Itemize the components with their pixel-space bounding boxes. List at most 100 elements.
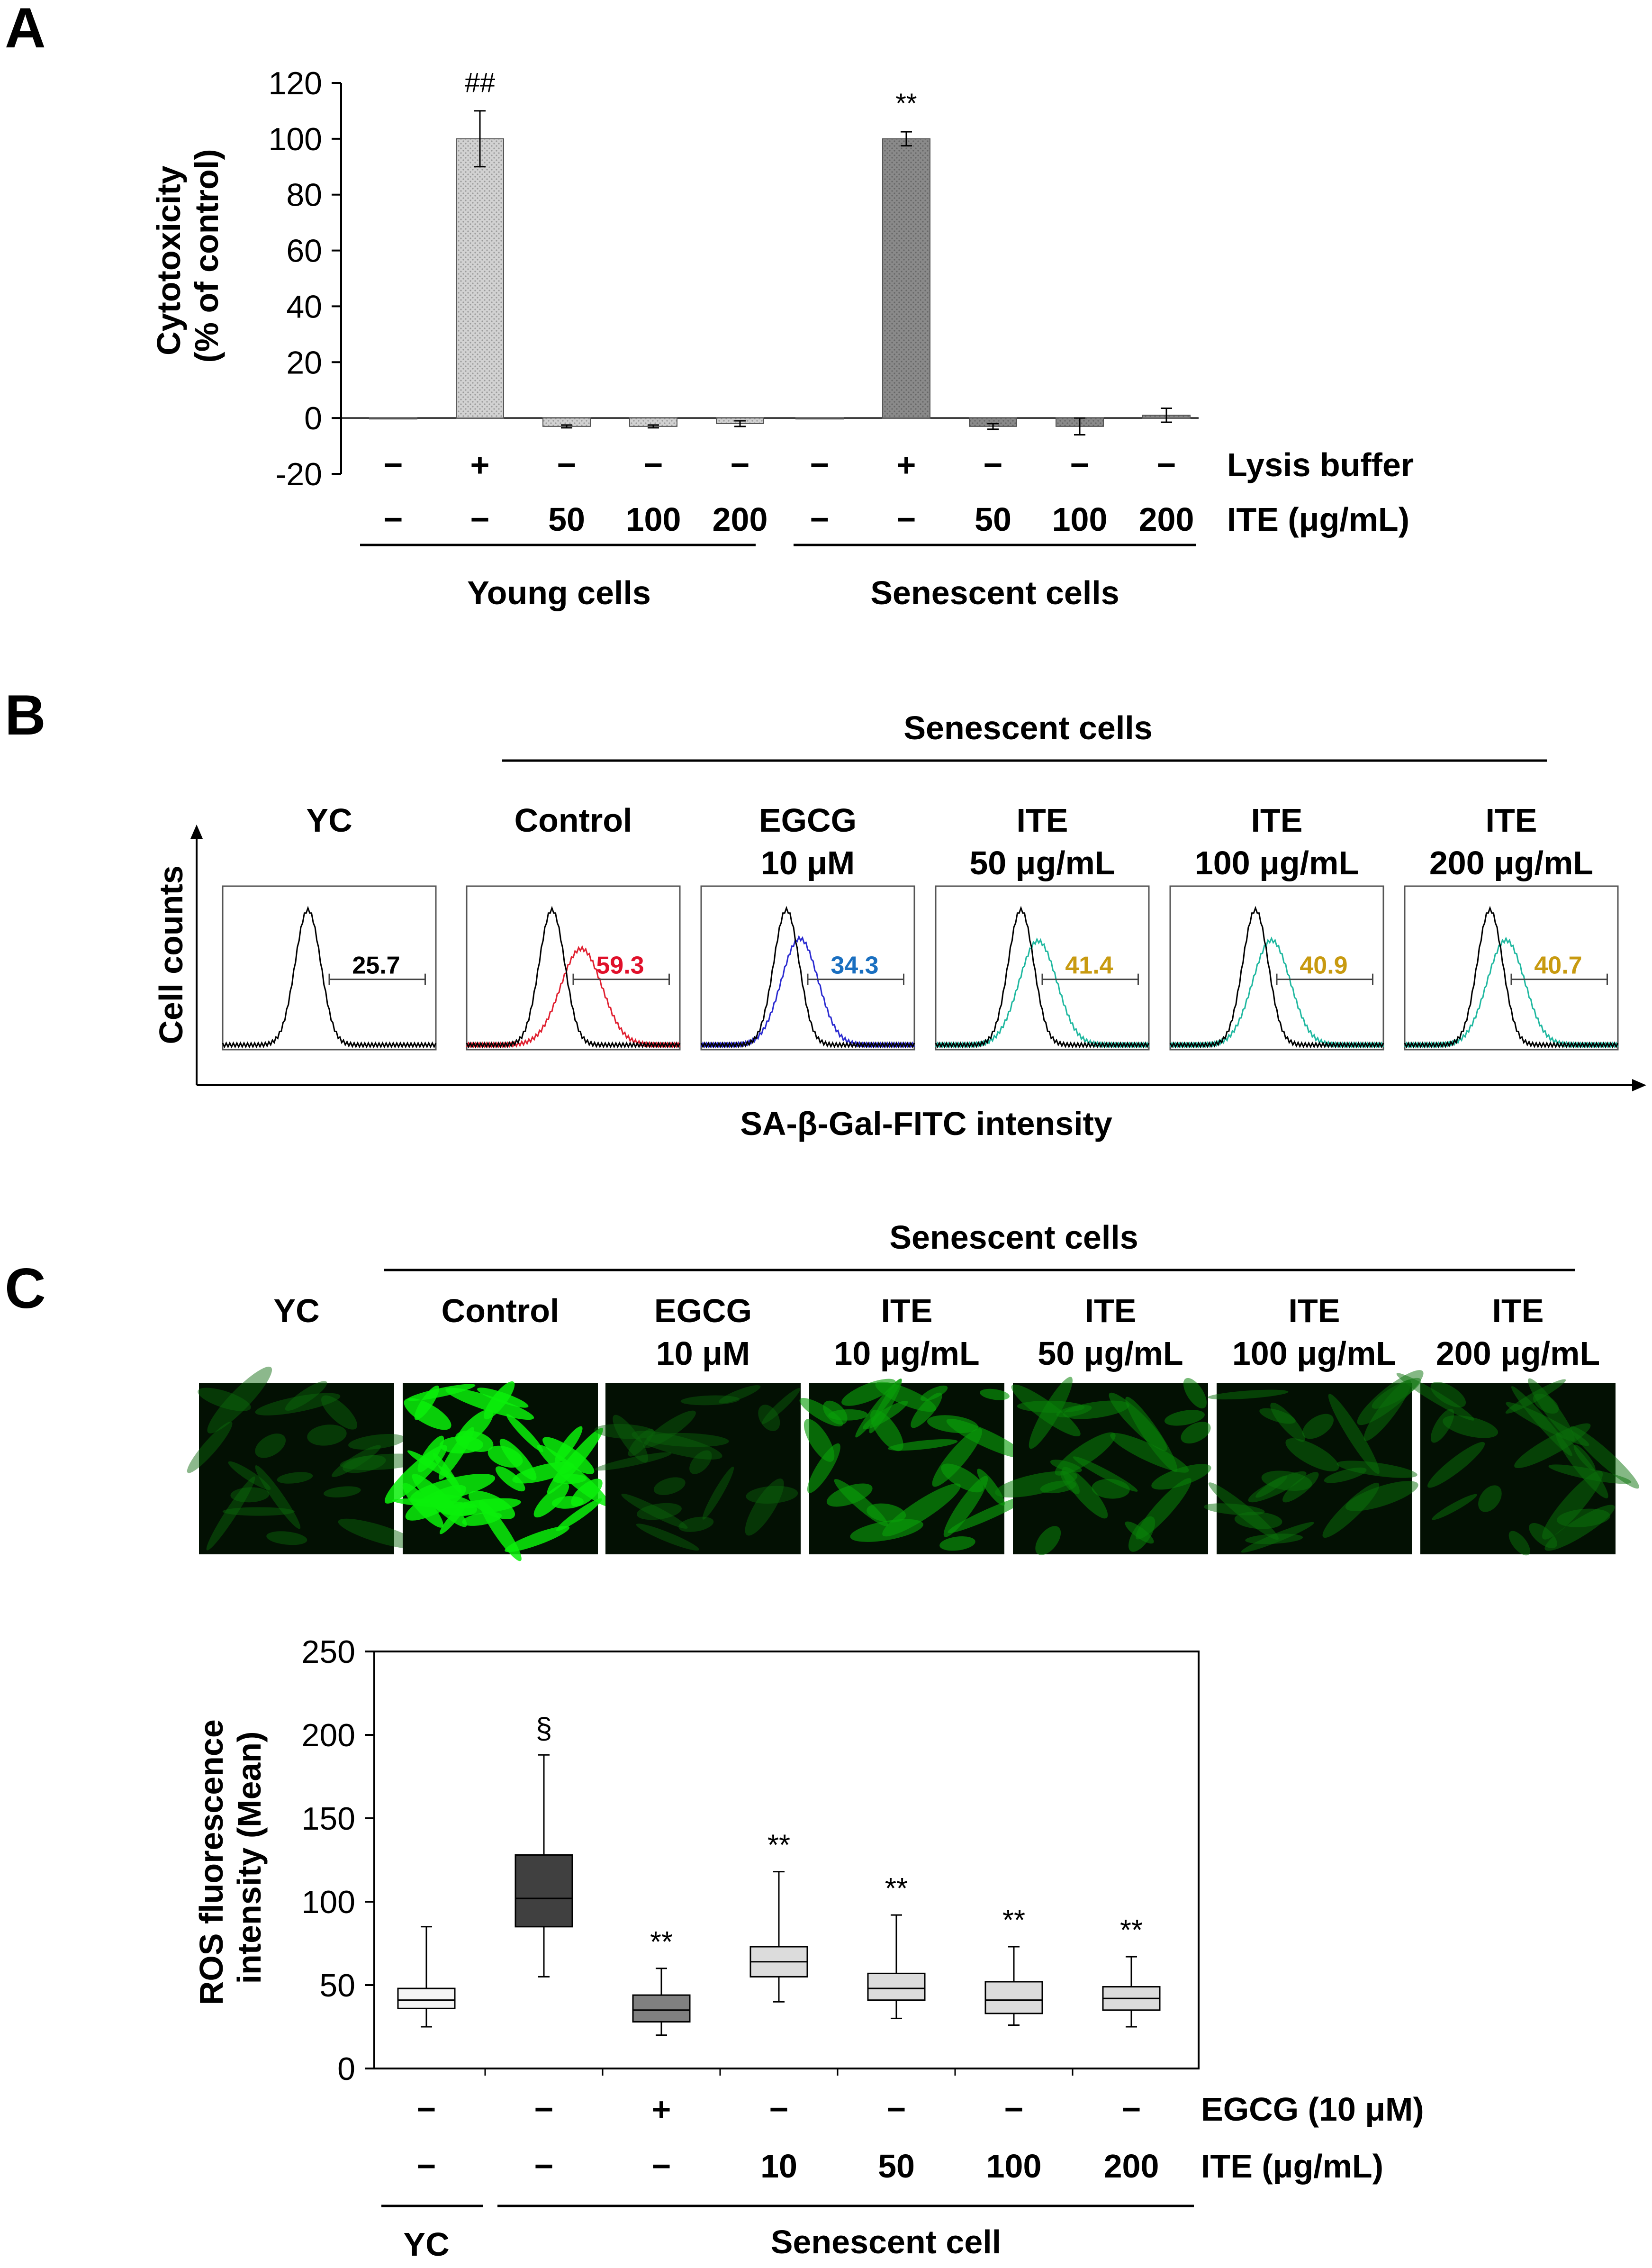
panel-c-y-ticks: 250 200 150 100 50 0 — [302, 1634, 1074, 2087]
panel-c-image-label: ITE — [1492, 1292, 1544, 1329]
panel-c-cell-shape — [758, 1405, 780, 1431]
panel-a-ite-cell: − — [897, 501, 916, 538]
panel-c-ylabel-line1: ROS fluorescence — [193, 1719, 230, 2005]
panel-b-group-label: Senescent cells — [903, 709, 1152, 746]
panel-b-histogram-frame — [700, 885, 915, 1051]
panel-a-y-tick-label: 20 — [286, 345, 322, 381]
panel-a-bar-chart: Cytotoxicity (% of control) 120 100 80 60 40… — [150, 65, 1414, 611]
panel-c-cell-shape — [1270, 1402, 1305, 1442]
panel-c-cell-shape — [404, 1398, 451, 1430]
panel-c-group-senescent: Senescent cell — [771, 2223, 1001, 2260]
panel-c-ite-cell: 50 — [878, 2148, 915, 2185]
panel-c-y-tick-label: 200 — [302, 1717, 355, 1753]
panel-c-cell-shape — [405, 1485, 467, 1521]
panel-label-b: B — [5, 683, 46, 747]
panel-c-cell-shape — [862, 1400, 908, 1430]
panel-c-cell-shape — [745, 1478, 784, 1536]
panel-c-cell-shape — [228, 1461, 271, 1490]
panel-c-egcg-cell: − — [887, 2091, 906, 2128]
panel-c-significance-mark: ** — [1120, 1914, 1143, 1947]
panel-a-ite-cell: 50 — [548, 501, 585, 538]
panel-b-histogram-frame — [1169, 885, 1384, 1051]
panel-a-y-tick-label: 0 — [304, 400, 322, 436]
panel-c-cell-shape — [1255, 1475, 1288, 1498]
panel-b-histogram-baseline — [935, 906, 1150, 1049]
panel-c-cell-shape — [255, 1433, 286, 1458]
panel-a-ylabel: Cytotoxicity (% of control) — [150, 149, 225, 363]
panel-c-cell-shape — [980, 1388, 1010, 1400]
panel-c-cell-shape — [512, 1461, 574, 1484]
panel-b-histogram-treated — [1169, 936, 1384, 1049]
panel-b-flow-histograms: Senescent cells YC 25.7 Control 59.3 EGCG 10 … — [153, 709, 1646, 1142]
panel-a-y-tick-label: 120 — [269, 65, 322, 101]
panel-c-cell-shape — [1324, 1467, 1367, 1483]
panel-a-y-ticks: 120 100 80 60 40 20 0 -20 — [269, 65, 1199, 492]
panel-a-y-tick-label: 100 — [269, 121, 322, 157]
panel-c-cell-shape — [594, 1424, 656, 1439]
panel-c-cell-shape — [1396, 1373, 1474, 1421]
panel-a-significance-mark: ** — [895, 88, 917, 119]
panel-b-condition-label: YC — [306, 802, 352, 839]
panel-b-ylabel: Cell counts — [153, 865, 190, 1044]
panel-c-significance-mark: ** — [885, 1872, 908, 1905]
panel-c-cell-shape — [198, 1388, 251, 1411]
panel-b-gate-value: 34.3 — [831, 952, 878, 980]
panel-c-cell-shape — [636, 1503, 682, 1520]
panel-c-box — [867, 1972, 926, 2001]
panel-c-cell-shape — [941, 1463, 984, 1493]
panel-c-ylabel-line2: intensity (Mean) — [231, 1732, 268, 1984]
panel-label-a: A — [5, 0, 46, 60]
panel-c-cell-shape — [628, 1428, 654, 1457]
panel-a-lysis-cell: + — [897, 446, 916, 483]
panel-c-cell-shape — [1181, 1422, 1211, 1444]
panel-b-condition-sublabel: 100 μg/mL — [1195, 844, 1359, 881]
panel-c-image-sublabel: 10 μM — [656, 1335, 750, 1372]
panel-b-x-arrow — [1632, 1079, 1646, 1091]
panel-b-histogram-frame — [222, 885, 437, 1051]
panel-c-ite-cell: − — [652, 2148, 671, 2185]
panel-c-box — [984, 1981, 1043, 2014]
panel-a-lysis-cell: − — [1070, 446, 1090, 483]
panel-c-cell-shape — [338, 1518, 420, 1549]
panel-c-cell-shape — [719, 1385, 761, 1404]
panel-c-egcg-cell: − — [769, 2091, 789, 2128]
panel-a-group-young: Young cells — [467, 574, 651, 611]
panel-c-image-label: YC — [273, 1292, 319, 1329]
panel-c-image-sublabel: 50 μg/mL — [1038, 1335, 1183, 1372]
panel-c-egcg-cell: + — [652, 2091, 671, 2128]
panel-c-cell-shape — [803, 1419, 835, 1462]
panel-c-cell-shape — [1427, 1442, 1485, 1488]
panel-c-cell-shape — [343, 1455, 386, 1473]
panel-c-cell-shape — [689, 1450, 712, 1474]
panel-c-ite-cell: 200 — [1104, 2148, 1159, 2185]
panel-a-y-tick-label: -20 — [276, 456, 322, 492]
panel-c-ite-cell: − — [417, 2148, 436, 2185]
panel-c-cell-shape — [1128, 1516, 1155, 1552]
panel-c-cell-shape — [230, 1487, 270, 1503]
panel-b-xlabel: SA-β-Gal-FITC intensity — [740, 1105, 1112, 1142]
panel-c-cell-shape — [462, 1512, 502, 1526]
panel-c-y-tick-label: 100 — [302, 1884, 355, 1920]
panel-c-significance-mark: ** — [767, 1829, 790, 1862]
panel-c-cell-shape — [646, 1433, 729, 1447]
panel-c-cell-shape — [948, 1495, 1030, 1533]
panel-c-cell-shape — [187, 1421, 233, 1473]
panel-c-cell-shape — [1125, 1397, 1178, 1472]
panel-c-image-label: EGCG — [654, 1292, 752, 1329]
panel-c-y-tick-label: 50 — [319, 1968, 355, 2004]
panel-c-cell-shape — [571, 1479, 603, 1507]
panel-c-cell-shape — [920, 1385, 948, 1401]
panel-a-significance-mark: ## — [465, 67, 496, 98]
panel-c-cell-shape — [595, 1452, 672, 1471]
panel-c-cell-shape — [445, 1388, 534, 1420]
panel-c-box — [515, 1854, 573, 1928]
panel-label-c: C — [5, 1257, 46, 1320]
panel-c-cell-shape — [1533, 1393, 1559, 1414]
panel-c-cell-shape — [307, 1424, 347, 1446]
panel-a-bar — [795, 417, 844, 420]
panel-c-cell-shape — [1514, 1423, 1591, 1469]
panel-c-ite-cell: − — [534, 2148, 554, 2185]
panel-b-histogram-frame — [935, 885, 1150, 1051]
panel-c-cell-shape — [927, 1415, 978, 1433]
